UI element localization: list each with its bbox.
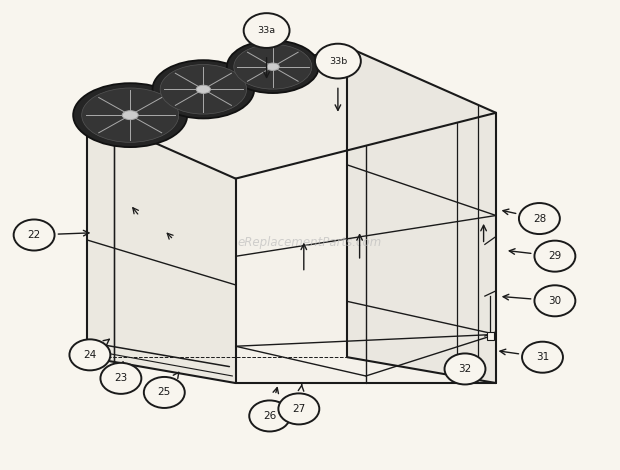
Ellipse shape [82, 88, 179, 142]
Text: 29: 29 [548, 251, 562, 261]
Circle shape [69, 339, 110, 370]
Polygon shape [87, 47, 496, 179]
Polygon shape [236, 113, 496, 383]
Circle shape [249, 400, 290, 431]
Text: 31: 31 [536, 352, 549, 362]
Text: 32: 32 [458, 364, 472, 374]
Text: 27: 27 [292, 404, 306, 414]
Text: 26: 26 [263, 411, 277, 421]
Circle shape [144, 377, 185, 408]
Polygon shape [347, 47, 496, 383]
Circle shape [534, 241, 575, 272]
Text: 33b: 33b [329, 56, 347, 66]
Text: 23: 23 [114, 373, 128, 384]
Ellipse shape [153, 60, 254, 118]
Circle shape [445, 353, 485, 384]
Circle shape [14, 219, 55, 251]
Circle shape [100, 363, 141, 394]
Text: 33a: 33a [257, 26, 276, 35]
Polygon shape [87, 113, 236, 383]
Text: 30: 30 [548, 296, 562, 306]
Ellipse shape [197, 85, 210, 94]
Circle shape [534, 285, 575, 316]
Ellipse shape [160, 64, 247, 114]
Text: 22: 22 [27, 230, 41, 240]
Circle shape [522, 342, 563, 373]
Text: 24: 24 [83, 350, 97, 360]
Ellipse shape [227, 40, 319, 93]
Text: 25: 25 [157, 387, 171, 398]
Ellipse shape [73, 83, 187, 147]
Ellipse shape [234, 44, 312, 89]
Circle shape [315, 44, 361, 78]
Text: 28: 28 [533, 213, 546, 224]
Ellipse shape [122, 110, 138, 120]
Circle shape [244, 13, 290, 48]
Text: eReplacementParts.com: eReplacementParts.com [238, 235, 382, 249]
Ellipse shape [267, 63, 279, 70]
Bar [487, 332, 494, 340]
Circle shape [278, 393, 319, 424]
Circle shape [519, 203, 560, 234]
